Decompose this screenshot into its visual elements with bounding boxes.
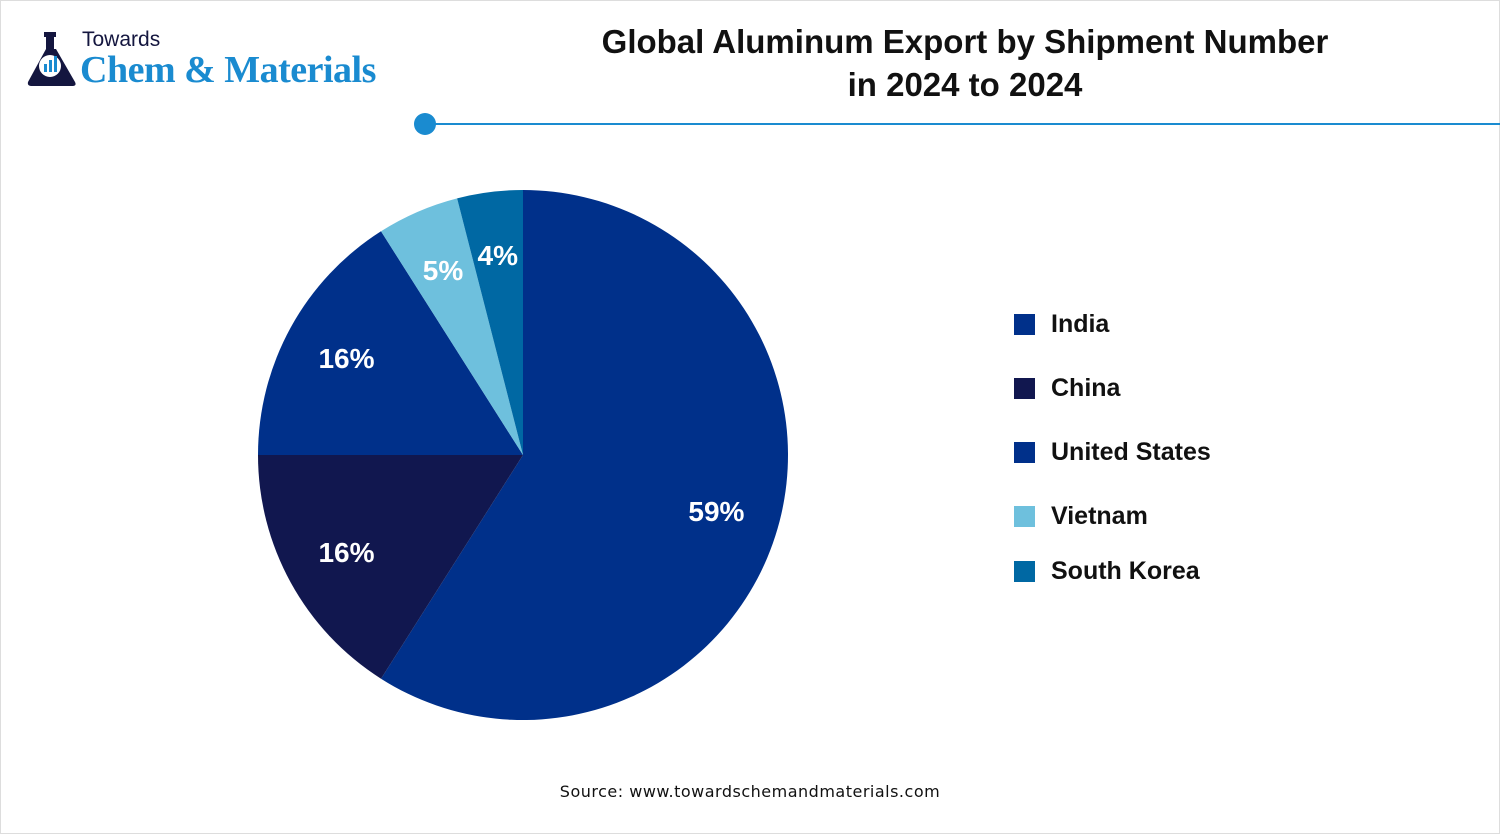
- logo: Towards Chem & Materials: [26, 28, 416, 91]
- legend-item: India: [1014, 310, 1109, 339]
- legend-swatch: [1014, 314, 1035, 335]
- logo-brand: Chem & Materials: [80, 49, 376, 91]
- data-label: 4%: [478, 240, 519, 271]
- legend-label: Vietnam: [1051, 502, 1148, 530]
- legend-swatch: [1014, 442, 1035, 463]
- logo-towards: Towards: [82, 28, 161, 51]
- legend-label: South Korea: [1051, 557, 1200, 585]
- legend-label: United States: [1051, 438, 1211, 466]
- legend-item: China: [1014, 374, 1120, 403]
- legend-swatch: [1014, 378, 1035, 399]
- data-label: 59%: [688, 496, 744, 527]
- legend-item: South Korea: [1014, 557, 1200, 586]
- flask-logo-icon: [27, 32, 76, 86]
- legend-swatch: [1014, 561, 1035, 582]
- pie-slice-vietnam: [381, 198, 523, 456]
- pie-slice-united-states: [258, 231, 523, 455]
- legend-item: Vietnam: [1014, 502, 1148, 531]
- data-label: 5%: [423, 255, 464, 286]
- chart-title-line1: Global Aluminum Export by Shipment Numbe…: [601, 23, 1329, 60]
- pie-slice-south-korea: [457, 190, 523, 455]
- pie-slice-china: [258, 455, 523, 679]
- legend-swatch: [1014, 506, 1035, 527]
- source-note: Source: www.towardschemandmaterials.com: [559, 782, 941, 801]
- chart-title: Global Aluminum Export by Shipment Numbe…: [520, 20, 1410, 106]
- data-label: 16%: [318, 537, 374, 568]
- legend-label: China: [1051, 374, 1121, 402]
- chart-title-line2: in 2024 to 2024: [847, 66, 1083, 103]
- legend-label: India: [1051, 310, 1110, 338]
- title-divider: [425, 123, 1500, 125]
- data-label: 16%: [318, 343, 374, 374]
- legend-item: United States: [1014, 438, 1211, 467]
- divider-dot: [414, 113, 436, 135]
- pie-slice-india: [381, 190, 788, 720]
